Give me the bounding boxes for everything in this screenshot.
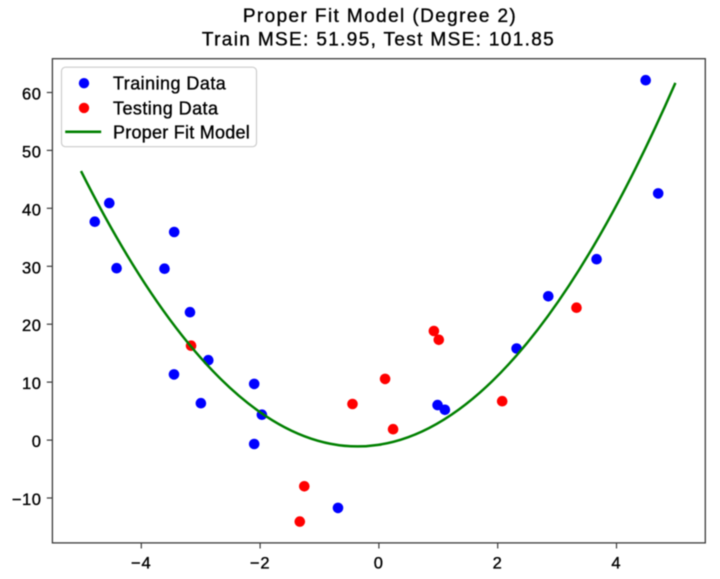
svg-text:Training Data: Training Data [113, 74, 227, 94]
svg-text:0: 0 [32, 433, 42, 451]
svg-text:60: 60 [22, 86, 42, 104]
svg-text:Testing Data: Testing Data [113, 98, 219, 118]
svg-text:2: 2 [493, 554, 503, 572]
svg-text:10: 10 [22, 375, 42, 393]
svg-text:Train MSE: 51.95, Test MSE: 10: Train MSE: 51.95, Test MSE: 101.85 [202, 30, 555, 51]
svg-text:−10: −10 [12, 491, 42, 509]
svg-text:40: 40 [22, 201, 42, 219]
svg-text:−4: −4 [131, 554, 152, 572]
svg-text:−2: −2 [250, 554, 271, 572]
svg-text:4: 4 [611, 554, 621, 572]
svg-text:Proper Fit Model: Proper Fit Model [113, 122, 250, 142]
svg-text:50: 50 [22, 143, 42, 161]
svg-text:Proper Fit Model (Degree 2): Proper Fit Model (Degree 2) [243, 6, 517, 27]
svg-text:20: 20 [22, 317, 42, 335]
svg-text:30: 30 [22, 259, 42, 277]
svg-text:0: 0 [374, 554, 384, 572]
